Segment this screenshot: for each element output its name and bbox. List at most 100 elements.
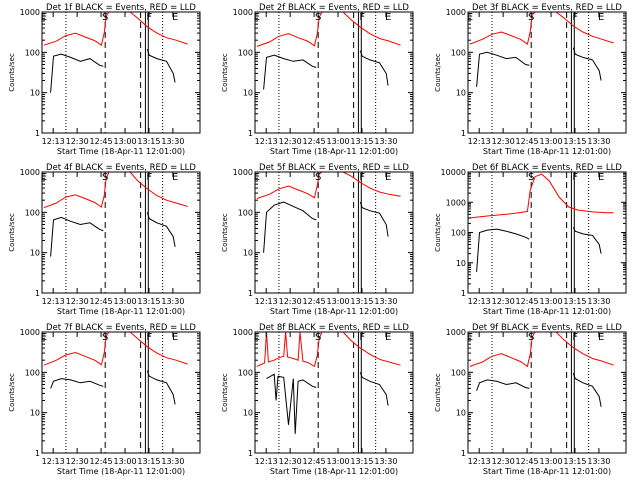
phase-marker-label: E [172, 12, 178, 23]
events-series-line [359, 372, 389, 406]
phase-marker-label: E [467, 332, 473, 343]
x-axis-label: Start Time (18-Apr-11 12:01:00) [483, 147, 611, 156]
lld-series-line [256, 332, 323, 368]
y-axis-label: Counts/sec [221, 213, 229, 252]
lld-series-line [342, 172, 401, 197]
x-tick-label: 12:45 [516, 457, 539, 466]
x-tick-label: 13:00 [113, 457, 136, 466]
phase-marker-label: F [359, 332, 365, 343]
x-tick-label: 12:13 [468, 137, 491, 146]
y-tick-label: 100 [451, 48, 466, 57]
lld-series-line [129, 172, 188, 207]
y-axis-label: Counts/sec [8, 213, 16, 252]
lld-series-line [43, 12, 110, 47]
x-tick-label: 13:15 [350, 457, 373, 466]
phase-marker-label: S [102, 332, 108, 343]
events-series-line [263, 54, 317, 90]
lld-series-line [129, 332, 188, 365]
y-tick-label: 10 [456, 409, 466, 418]
y-tick-label: 1000 [20, 8, 40, 17]
x-tick-label: 13:30 [374, 137, 397, 146]
y-tick-label: 100 [238, 48, 253, 57]
x-tick-label: 13:15 [137, 457, 160, 466]
y-axis-label: Counts/sec [434, 373, 442, 412]
lld-series-line [469, 332, 536, 368]
lld-series-line [469, 12, 536, 45]
detector-panel-8: 1 10 100 1000 12:13 12:30 12:45 13:00 13:15 13:30… [221, 323, 414, 476]
x-tick-label: 12:13 [42, 457, 65, 466]
x-tick-label: 12:30 [492, 297, 515, 306]
y-tick-label: 1000 [446, 8, 466, 17]
detector-panel-7: 1 10 100 1000 12:13 12:30 12:45 13:00 13:15 13:30… [8, 323, 201, 476]
plot-frame [254, 11, 414, 134]
x-tick-label: 12:45 [516, 137, 539, 146]
y-tick-label: 10 [30, 89, 40, 98]
panel-title: Det 7f BLACK = Events, RED = LLD [46, 323, 196, 333]
y-axis-label: Counts/sec [221, 53, 229, 92]
x-tick-label: 13:30 [374, 457, 397, 466]
detector-panel-4: 1 10 100 1000 12:13 12:30 12:45 13:00 13:15 13:30… [8, 163, 201, 316]
events-series-line [476, 379, 530, 391]
events-series-line [146, 212, 176, 247]
y-tick-label: 10 [243, 89, 253, 98]
plot-frame [41, 11, 201, 134]
events-series-line [572, 373, 602, 407]
x-tick-label: 12:13 [468, 297, 491, 306]
detector-panel-6: 1 10 100 1000 10000 12:13 12:30 12:45 13:00 13:15… [434, 163, 627, 316]
phase-marker-label: F [146, 332, 152, 343]
y-tick-label: 100 [25, 368, 40, 377]
lld-series-line [256, 172, 323, 199]
x-tick-label: 13:00 [539, 297, 562, 306]
phase-marker-label: E [385, 172, 391, 183]
detector-panel-2: 1 10 100 1000 12:13 12:30 12:45 13:00 13:15 13:30… [221, 3, 414, 156]
phase-marker-label: S [315, 172, 321, 183]
panel-title: Det 4f BLACK = Events, RED = LLD [46, 163, 196, 173]
x-tick-label: 12:30 [66, 297, 89, 306]
events-series-line [146, 370, 176, 405]
events-series-line [50, 216, 104, 257]
phase-marker-label: E [41, 12, 47, 23]
lld-series-line [468, 173, 614, 219]
x-axis-label: Start Time (18-Apr-11 12:01:00) [57, 147, 185, 156]
x-tick-label: 13:15 [350, 137, 373, 146]
y-tick-label: 1000 [233, 328, 253, 337]
x-tick-label: 13:15 [563, 297, 586, 306]
y-tick-label: 10 [456, 259, 466, 268]
events-series-line [572, 226, 602, 254]
events-series-line [146, 48, 176, 83]
y-tick-label: 1 [35, 449, 40, 458]
x-tick-label: 12:13 [255, 137, 278, 146]
x-axis-label: Start Time (18-Apr-11 12:01:00) [57, 307, 185, 316]
x-tick-label: 13:15 [137, 137, 160, 146]
lld-series-line [342, 332, 401, 366]
phase-marker-label: S [528, 332, 534, 343]
y-tick-label: 100 [238, 208, 253, 217]
x-tick-label: 12:45 [90, 297, 113, 306]
y-tick-label: 1 [461, 449, 466, 458]
phase-marker-label: E [41, 172, 47, 183]
x-tick-label: 13:30 [587, 457, 610, 466]
plot-frame [254, 171, 414, 294]
panel-title: Det 9f BLACK = Events, RED = LLD [472, 323, 622, 333]
panel-title: Det 6f BLACK = Events, RED = LLD [472, 163, 622, 173]
y-tick-label: 10000 [441, 168, 466, 177]
x-axis-label: Start Time (18-Apr-11 12:01:00) [483, 307, 611, 316]
events-series-line [572, 47, 602, 81]
lld-series-line [555, 332, 614, 366]
x-tick-label: 12:45 [303, 137, 326, 146]
x-tick-label: 12:30 [279, 297, 302, 306]
x-tick-label: 13:15 [563, 457, 586, 466]
x-tick-label: 13:30 [587, 297, 610, 306]
y-tick-label: 10 [30, 249, 40, 258]
events-series-line [476, 51, 530, 87]
y-tick-label: 1 [461, 129, 466, 138]
y-tick-label: 1000 [233, 8, 253, 17]
x-tick-label: 12:13 [468, 457, 491, 466]
phase-marker-label: F [146, 172, 152, 183]
phase-marker-label: E [385, 332, 391, 343]
x-axis-label: Start Time (18-Apr-11 12:01:00) [270, 147, 398, 156]
phase-marker-label: E [598, 172, 604, 183]
x-tick-label: 13:30 [587, 137, 610, 146]
x-tick-label: 12:13 [255, 457, 278, 466]
x-tick-label: 13:30 [161, 137, 184, 146]
